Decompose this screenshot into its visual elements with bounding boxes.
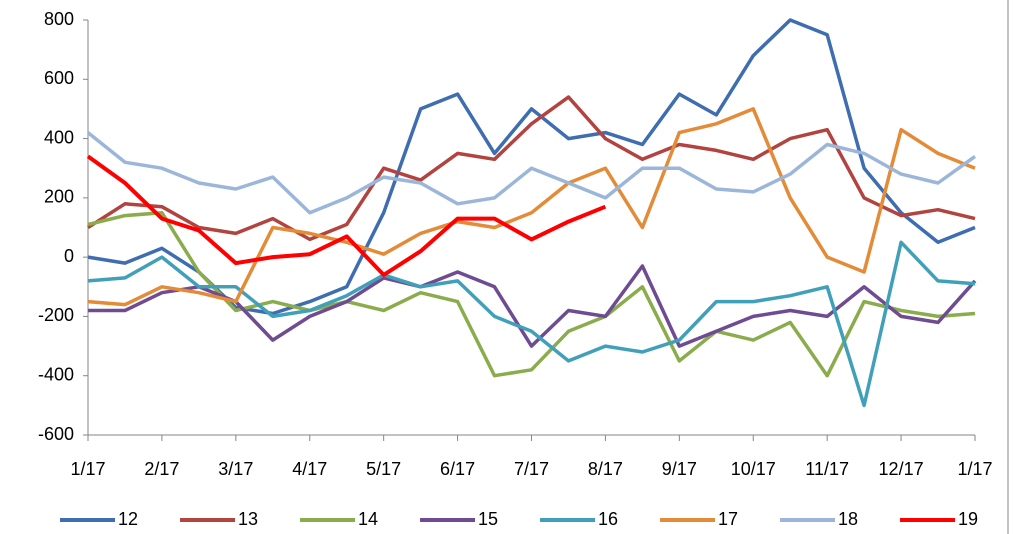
x-tick-label: 2/17 bbox=[144, 459, 179, 479]
x-tick-label: 7/17 bbox=[514, 459, 549, 479]
series-line bbox=[87, 210, 976, 378]
y-tick-label: 600 bbox=[44, 68, 74, 88]
y-tick-label: 200 bbox=[44, 187, 74, 207]
series-line bbox=[86, 131, 977, 215]
legend-label: 18 bbox=[838, 509, 858, 529]
legend-label: 19 bbox=[958, 509, 978, 529]
y-tick-label: 0 bbox=[64, 246, 74, 266]
x-tick-label: 1/17 bbox=[70, 459, 105, 479]
legend-label: 15 bbox=[478, 509, 498, 529]
series-line bbox=[87, 95, 976, 242]
series-line bbox=[87, 107, 976, 307]
y-tick-label: 400 bbox=[44, 127, 74, 147]
x-tick-label: 5/17 bbox=[366, 459, 401, 479]
legend-label: 16 bbox=[598, 509, 618, 529]
y-tick-label: -400 bbox=[38, 364, 74, 384]
series-line bbox=[87, 240, 976, 408]
x-tick-label: 9/17 bbox=[662, 459, 697, 479]
y-tick-label: -200 bbox=[38, 305, 74, 325]
legend-label: 14 bbox=[358, 509, 378, 529]
legend-label: 17 bbox=[718, 509, 738, 529]
x-tick-label: 1/17 bbox=[957, 459, 992, 479]
x-tick-label: 6/17 bbox=[440, 459, 475, 479]
x-tick-label: 4/17 bbox=[292, 459, 327, 479]
legend-label: 13 bbox=[238, 509, 258, 529]
x-tick-label: 10/17 bbox=[731, 459, 776, 479]
y-tick-label: 800 bbox=[44, 9, 74, 29]
x-tick-label: 8/17 bbox=[588, 459, 623, 479]
y-tick-label: -600 bbox=[38, 424, 74, 444]
x-tick-label: 12/17 bbox=[879, 459, 924, 479]
series-line bbox=[86, 154, 607, 277]
series-line bbox=[87, 18, 976, 316]
legend-label: 12 bbox=[118, 509, 138, 529]
x-tick-label: 11/17 bbox=[805, 459, 849, 479]
x-tick-label: 3/17 bbox=[218, 459, 253, 479]
